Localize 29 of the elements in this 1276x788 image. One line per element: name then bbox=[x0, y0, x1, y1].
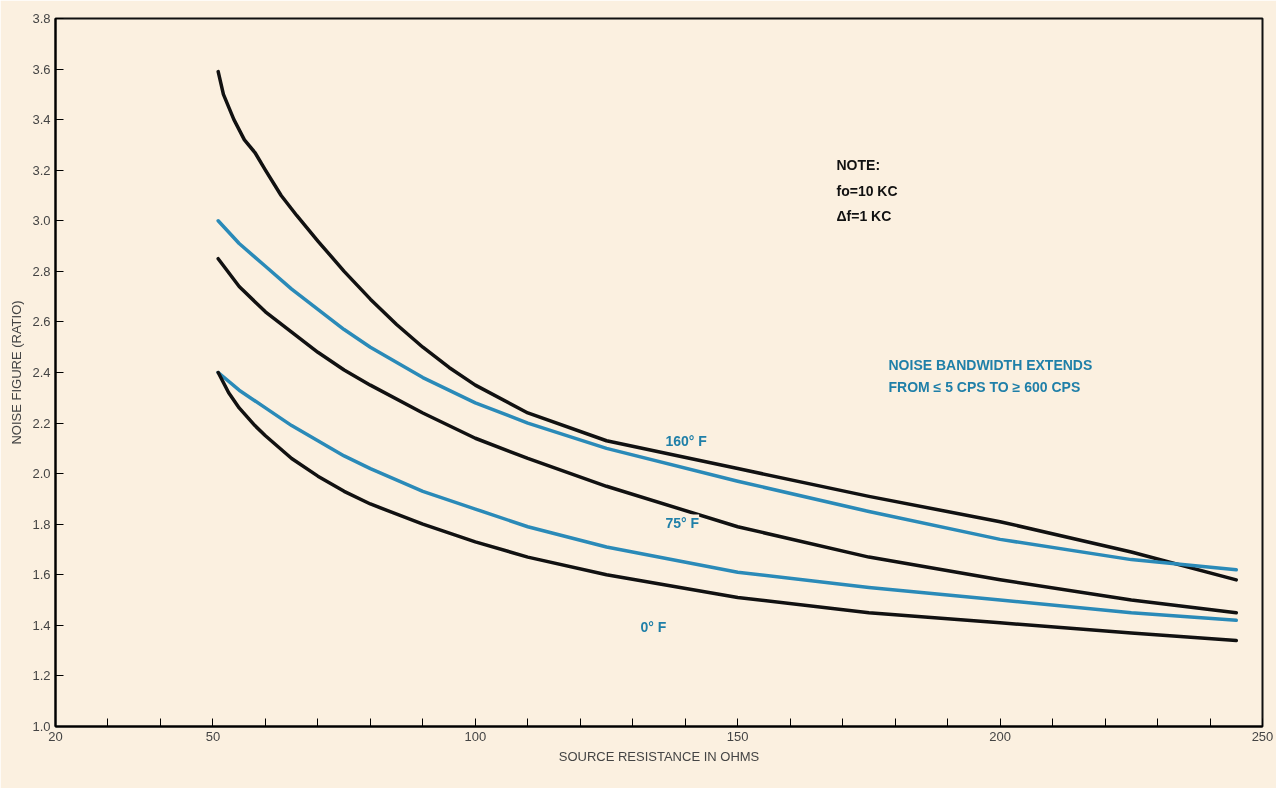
y-tick-label: 3.6 bbox=[32, 61, 51, 77]
annotation: 160° F bbox=[665, 432, 708, 449]
x-axis-title: SOURCE RESISTANCE IN OHMS bbox=[558, 748, 760, 764]
y-tick-label: 1.4 bbox=[32, 617, 51, 633]
y-tick-label: 3.8 bbox=[32, 11, 51, 26]
line-series bbox=[216, 69, 1239, 582]
y-tick-label: 3.4 bbox=[32, 112, 51, 128]
y-tick-label: 2.8 bbox=[32, 263, 51, 279]
y-tick-label: 3.2 bbox=[32, 162, 51, 178]
y-tick-label: 3.0 bbox=[32, 213, 51, 229]
y-axis-title: NOISE FIGURE (RATIO) bbox=[9, 300, 25, 445]
y-tick-label: 2.4 bbox=[32, 365, 51, 380]
annotation: 0° F bbox=[640, 618, 667, 635]
annotation: NOTE: fo=10 KC Δf=1 KC bbox=[836, 157, 898, 225]
annotation: NOISE BANDWIDTH EXTENDS FROM ≤ 5 CPS TO ≥ 600 CPS bbox=[888, 357, 1093, 396]
x-tick-label: 250 bbox=[1251, 728, 1274, 744]
y-tick-label: 2.0 bbox=[32, 466, 51, 482]
y-tick-label: 2.6 bbox=[32, 314, 51, 330]
y-tick-label: 1.2 bbox=[32, 668, 51, 684]
annotation: 75° F bbox=[665, 514, 700, 531]
x-tick-label: 200 bbox=[989, 728, 1011, 744]
y-tick-label: 2.2 bbox=[32, 415, 51, 431]
y-tick-label: 1.6 bbox=[32, 567, 51, 583]
x-tick-label: 50 bbox=[205, 728, 221, 744]
x-tick-label: 150 bbox=[726, 728, 749, 744]
x-tick-label: 100 bbox=[464, 728, 487, 744]
line-series bbox=[216, 256, 1239, 615]
line-series bbox=[216, 219, 1239, 572]
y-tick-label: 1.8 bbox=[32, 516, 51, 532]
